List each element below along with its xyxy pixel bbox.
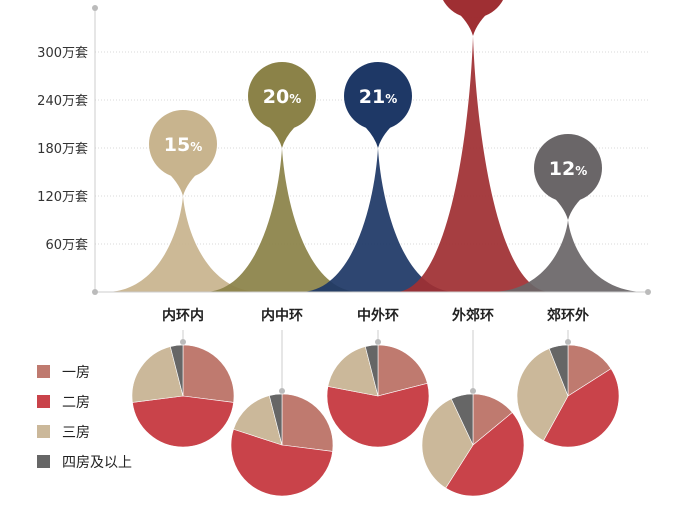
percent-label: 21% <box>359 86 397 108</box>
percent-marker: 34% <box>443 0 503 36</box>
y-tick-label: 60万套 <box>45 237 88 253</box>
y-tick-label: 240万套 <box>37 93 88 109</box>
distribution-peaks <box>105 36 646 292</box>
percent-value: 21 <box>359 86 385 108</box>
legend-item: 三房 <box>37 425 90 441</box>
category-label: 郊环外 <box>547 307 589 324</box>
legend-item: 一房 <box>37 365 90 381</box>
pie-slice-一房 <box>281 393 334 452</box>
pie-slice-一房 <box>182 344 235 403</box>
percent-marker: 20% <box>248 62 316 148</box>
pie-内中环 <box>230 393 334 497</box>
percent-unit: % <box>289 92 301 106</box>
pie-slice-四房及以上 <box>364 344 379 397</box>
pie-slice-二房 <box>445 412 525 497</box>
peak-外郊环 <box>395 36 551 292</box>
pie-slice-二房 <box>543 368 620 448</box>
percent-label: 12% <box>549 158 587 180</box>
pie-slice-三房 <box>516 348 569 442</box>
pie-connector-dot <box>180 339 186 345</box>
legend-label: 三房 <box>62 425 90 441</box>
y-axis-ticks: 60万套 120万套 180万套 240万套 300万套 <box>37 45 88 253</box>
legend-item: 二房 <box>37 395 90 411</box>
marker-bubble <box>248 62 316 130</box>
room-type-pies <box>131 330 620 497</box>
legend-swatch <box>37 365 50 378</box>
percent-marker: 21% <box>344 62 412 148</box>
peak-内环内 <box>105 196 261 292</box>
pie-connector-dot <box>279 388 285 394</box>
legend-swatch <box>37 455 50 468</box>
percent-label: 20% <box>263 86 301 108</box>
legend-item: 四房及以上 <box>37 455 132 471</box>
pie-slice-三房 <box>131 346 184 403</box>
legend-label: 一房 <box>62 365 90 381</box>
peak-内中环 <box>204 148 360 292</box>
category-labels: 内环内 内中环 中外环 外郊环 郊环外 <box>162 307 589 324</box>
peak-中外环 <box>300 148 456 292</box>
legend-label: 四房及以上 <box>62 455 132 471</box>
axis-end-dot <box>92 5 98 11</box>
pie-connector-dot <box>565 339 571 345</box>
axis-end-dot <box>645 289 651 295</box>
category-label: 中外环 <box>357 307 399 324</box>
pie-外郊环 <box>421 393 525 497</box>
pie-中外环 <box>326 344 430 448</box>
category-label: 内中环 <box>261 307 303 324</box>
pie-connector-dot <box>375 339 381 345</box>
marker-bubble <box>443 0 503 18</box>
pie-slice-三房 <box>233 395 283 446</box>
pie-slice-二房 <box>132 395 234 448</box>
y-tick-label: 180万套 <box>37 141 88 157</box>
pie-郊环外 <box>516 344 620 448</box>
pie-slice-四房及以上 <box>548 344 569 397</box>
pie-slice-四房及以上 <box>450 393 474 446</box>
legend-swatch <box>37 395 50 408</box>
pie-slice-二房 <box>326 382 430 448</box>
percent-unit: % <box>385 92 397 106</box>
axes <box>92 5 651 295</box>
pie-connector-dot <box>470 388 476 394</box>
legend-label: 二房 <box>62 395 90 411</box>
pie-slice-四房及以上 <box>268 393 283 446</box>
pie-slice-三房 <box>421 398 474 489</box>
y-tick-label: 120万套 <box>37 189 88 205</box>
percent-value: 15 <box>164 134 190 156</box>
legend-swatch <box>37 425 50 438</box>
percent-markers: 15%20%21%34%12% <box>149 0 602 220</box>
pie-内环内 <box>131 344 235 448</box>
marker-bubble <box>149 110 217 178</box>
category-label: 外郊环 <box>452 307 494 324</box>
percent-unit: % <box>190 140 202 154</box>
pie-slice-三房 <box>327 346 379 397</box>
pie-slice-一房 <box>567 344 612 397</box>
percent-marker: 12% <box>534 134 602 220</box>
percent-marker: 15% <box>149 110 217 196</box>
percent-value: 12 <box>549 158 575 180</box>
percent-value: 20 <box>263 86 289 108</box>
peak-郊环外 <box>490 220 646 292</box>
percent-label: 15% <box>164 134 202 156</box>
y-tick-label: 300万套 <box>37 45 88 61</box>
percent-unit: % <box>575 164 587 178</box>
marker-bubble <box>534 134 602 202</box>
pie-slice-一房 <box>377 344 428 397</box>
marker-bubble <box>344 62 412 130</box>
axis-origin-dot <box>92 289 98 295</box>
category-label: 内环内 <box>162 307 204 324</box>
pie-slice-四房及以上 <box>169 344 184 397</box>
pie-slice-二房 <box>230 428 333 497</box>
